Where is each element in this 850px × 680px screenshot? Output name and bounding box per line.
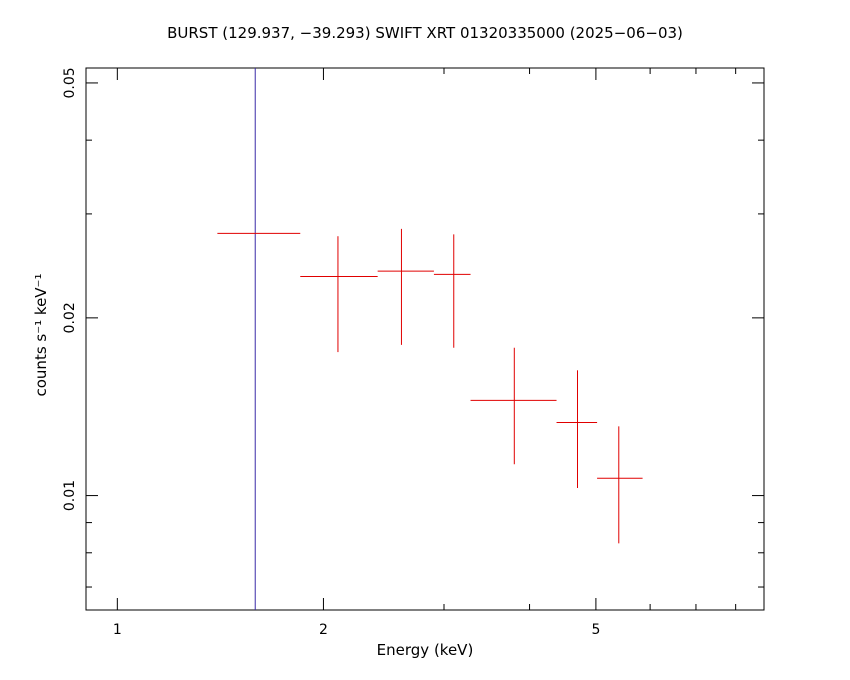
x-tick-label: 2: [319, 622, 328, 638]
chart-title: BURST (129.937, −39.293) SWIFT XRT 01320…: [167, 24, 683, 42]
x-tick-label: 5: [591, 622, 600, 638]
data-point: [470, 347, 557, 465]
y-tick-label: 0.05: [62, 67, 78, 98]
data-point: [300, 236, 378, 353]
axis-tick-labels: 1 2 5 0.01 0.02 0.05: [62, 67, 600, 638]
data-point: [433, 234, 471, 348]
data-point: [597, 426, 643, 544]
axis-ticks: [85, 68, 764, 610]
data-point: [377, 228, 434, 345]
y-tick-label: 0.01: [62, 480, 78, 511]
y-tick-label: 0.02: [62, 302, 78, 333]
plot-frame: [85, 67, 765, 611]
x-axis-label: Energy (keV): [377, 641, 474, 659]
data-points: [217, 68, 643, 610]
y-axis-label: counts s⁻¹ keV⁻¹: [32, 274, 50, 397]
x-tick-label: 1: [113, 622, 122, 638]
data-point: [556, 370, 598, 488]
plot-border: [85, 67, 765, 611]
